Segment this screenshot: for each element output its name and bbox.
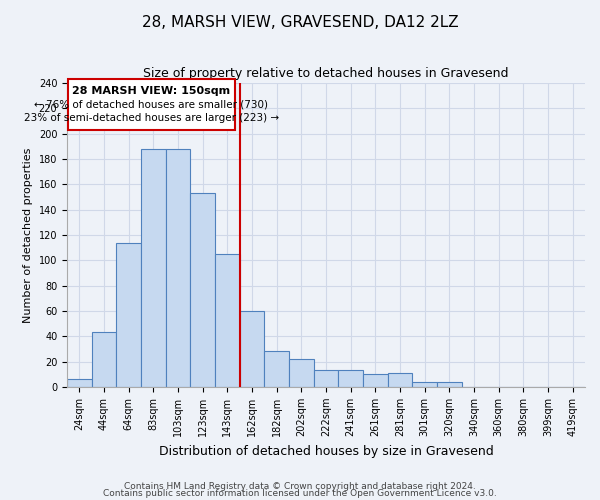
Y-axis label: Number of detached properties: Number of detached properties [23,148,33,322]
Bar [190,193,215,387]
Text: Contains HM Land Registry data © Crown copyright and database right 2024.: Contains HM Land Registry data © Crown c… [124,482,476,491]
FancyBboxPatch shape [68,80,235,130]
Bar [388,373,412,387]
Bar [338,370,363,387]
Bar [67,380,92,387]
Bar [141,149,166,387]
X-axis label: Distribution of detached houses by size in Gravesend: Distribution of detached houses by size … [158,444,493,458]
Title: Size of property relative to detached houses in Gravesend: Size of property relative to detached ho… [143,68,509,80]
Bar [166,149,190,387]
Bar [289,359,314,387]
Bar [92,332,116,387]
Bar [116,242,141,387]
Bar [363,374,388,387]
Bar [240,311,265,387]
Text: 28, MARSH VIEW, GRAVESEND, DA12 2LZ: 28, MARSH VIEW, GRAVESEND, DA12 2LZ [142,15,458,30]
Text: 28 MARSH VIEW: 150sqm: 28 MARSH VIEW: 150sqm [72,86,230,96]
Bar [412,382,437,387]
Bar [314,370,338,387]
Text: Contains public sector information licensed under the Open Government Licence v3: Contains public sector information licen… [103,490,497,498]
Bar [437,382,461,387]
Text: 23% of semi-detached houses are larger (223) →: 23% of semi-detached houses are larger (… [23,114,279,124]
Text: ← 76% of detached houses are smaller (730): ← 76% of detached houses are smaller (73… [34,100,268,110]
Bar [265,352,289,387]
Bar [215,254,240,387]
